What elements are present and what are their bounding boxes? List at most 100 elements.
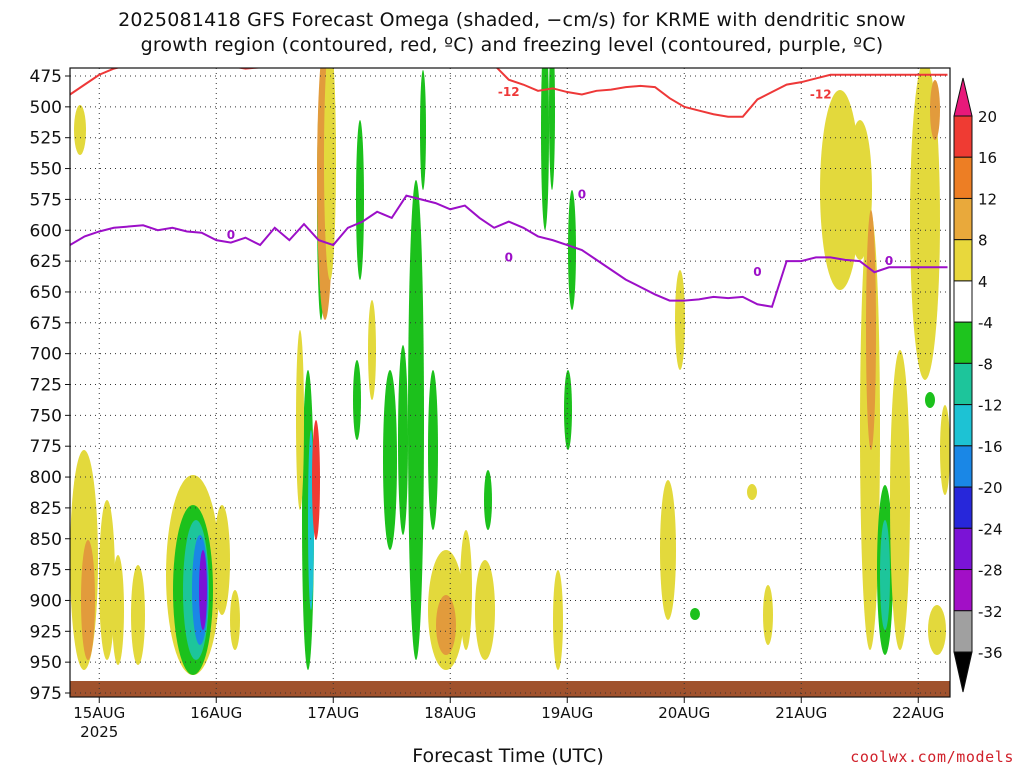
- omega-shading: [70, 68, 950, 675]
- omega-cell: [356, 120, 364, 280]
- colorbar-label: -28: [978, 562, 1003, 580]
- y-tick-label: 650: [30, 283, 62, 303]
- omega-cell: [541, 68, 549, 230]
- colorbar-segment: [953, 280, 973, 323]
- omega-cell: [690, 608, 700, 620]
- omega-cell: [925, 392, 935, 408]
- colorbar-label: -8: [978, 355, 993, 373]
- omega-cell: [910, 68, 940, 380]
- colorbar-label: -4: [978, 314, 993, 332]
- colorbar-segment: [953, 156, 973, 199]
- freezing-level-label: 0: [753, 265, 761, 279]
- chart-title-line2: growth region (contoured, red, ºC) and f…: [140, 34, 884, 56]
- chart-title-line1: 2025081418 GFS Forecast Omega (shaded, −…: [118, 9, 906, 31]
- snow-growth-label: -12: [498, 85, 520, 99]
- x-tick-label: 21AUG: [775, 704, 827, 722]
- y-tick-label: 600: [30, 221, 62, 241]
- x-tick-label: 20AUG: [658, 704, 710, 722]
- y-tick-label: 900: [30, 591, 62, 611]
- colorbar-label: -12: [978, 397, 1003, 415]
- y-tick-label: 850: [30, 530, 62, 550]
- omega-cell: [747, 484, 757, 500]
- omega-cell: [928, 605, 946, 655]
- omega-cell: [199, 550, 207, 630]
- colorbar-segment: [953, 610, 973, 653]
- omega-cell: [848, 120, 872, 260]
- omega-cell: [353, 360, 361, 440]
- omega-cell: [312, 420, 320, 540]
- y-tick-label: 500: [30, 98, 62, 118]
- omega-cell: [880, 520, 890, 630]
- omega-cell: [763, 585, 773, 645]
- x-tick-label: 22AUG: [892, 704, 944, 722]
- y-tick-label: 700: [30, 345, 62, 365]
- freezing-level-label: 0: [505, 250, 513, 264]
- omega-cell: [436, 595, 456, 655]
- freezing-level-label: 0: [578, 187, 586, 201]
- colorbar-label: -24: [978, 520, 1003, 538]
- terrain-ground: [70, 681, 950, 697]
- omega-cell: [940, 405, 950, 495]
- colorbar-label: 20: [978, 108, 997, 126]
- freezing-level-label: 0: [885, 254, 893, 268]
- colorbar-segment: [953, 569, 973, 612]
- y-axis: 475 500 525 550 575 600 625 650 675 700 725 750 775 8…: [30, 67, 70, 704]
- colorbar-label: 12: [978, 190, 997, 208]
- omega-cell: [549, 68, 555, 190]
- colorbar-segment: [953, 486, 973, 529]
- omega-cell: [112, 555, 124, 665]
- x-tick-label: 17AUG: [307, 704, 359, 722]
- plot-frame: [69, 67, 951, 698]
- omega-cell: [230, 590, 240, 650]
- chart-title: 2025081418 GFS Forecast Omega (shaded, −…: [0, 8, 1024, 58]
- omega-cell: [564, 370, 572, 450]
- colorbar-bottom-arrow: [953, 651, 973, 693]
- omega-cell: [820, 90, 860, 290]
- grid-lines: [70, 68, 950, 697]
- omega-cell: [460, 530, 472, 650]
- omega-cell: [660, 480, 676, 620]
- colorbar-segment: [953, 321, 973, 364]
- x-tick-label: 18AUG: [424, 704, 476, 722]
- colorbar-segment: [953, 362, 973, 406]
- colorbar-label: 16: [978, 149, 997, 167]
- omega-cell: [484, 470, 492, 530]
- freezing-level-label: 0: [227, 228, 235, 242]
- colorbar-segment: [953, 239, 973, 282]
- omega-cell: [930, 80, 940, 140]
- freezing-level-line: [70, 194, 948, 308]
- colorbar-label: -16: [978, 438, 1003, 456]
- colorbar-segment: [953, 445, 973, 488]
- omega-cell: [675, 270, 685, 370]
- x-axis: 15AUG 16AUG 17AUG 18AUG 19AUG 20AUG 21AUG 22AUG…: [73, 697, 944, 741]
- y-tick-label: 975: [30, 684, 62, 704]
- colorbar-label: 8: [978, 232, 988, 250]
- colorbar-segment: [953, 527, 973, 571]
- omega-cell: [553, 570, 563, 670]
- omega-cell: [890, 350, 910, 650]
- y-tick-label: 950: [30, 653, 62, 673]
- x-tick-label: 15AUG: [73, 704, 125, 722]
- y-tick-label: 475: [30, 67, 62, 87]
- y-tick-label: 550: [30, 160, 62, 180]
- omega-cell: [324, 68, 336, 280]
- omega-cell: [568, 190, 576, 310]
- omega-cell: [368, 300, 376, 400]
- y-tick-label: 625: [30, 252, 62, 272]
- y-tick-label: 575: [30, 190, 62, 210]
- omega-cell: [420, 70, 426, 190]
- omega-cell: [408, 180, 424, 660]
- colorbar-label: -20: [978, 479, 1003, 497]
- y-tick-label: 525: [30, 129, 62, 149]
- y-tick-label: 875: [30, 561, 62, 581]
- y-tick-label: 800: [30, 468, 62, 488]
- omega-cell: [81, 540, 95, 660]
- colorbar-segment: [953, 115, 973, 158]
- omega-cell: [131, 565, 145, 665]
- omega-cell: [383, 370, 397, 550]
- y-tick-label: 825: [30, 499, 62, 519]
- y-tick-label: 675: [30, 314, 62, 334]
- credit-link[interactable]: coolwx.com/models: [850, 748, 1014, 766]
- omega-cell: [475, 560, 495, 660]
